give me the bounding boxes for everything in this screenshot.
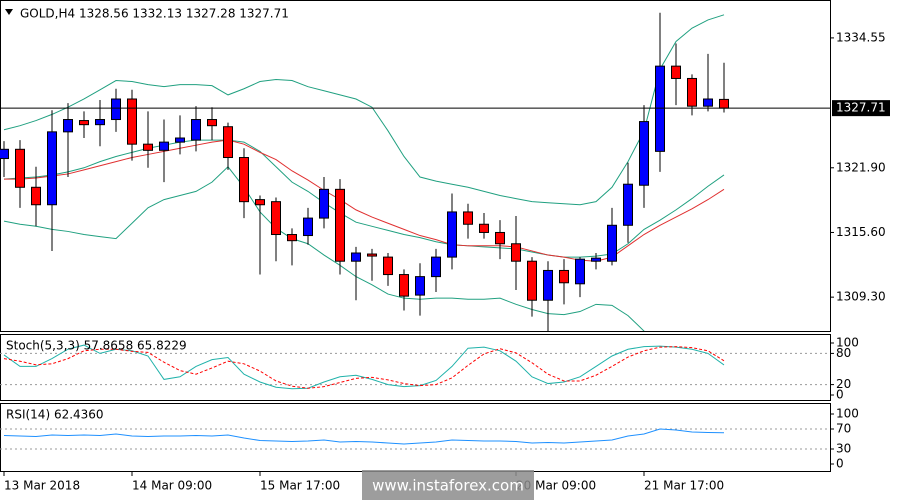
y-tick-label: 100 <box>836 407 859 421</box>
candle-body <box>719 98 729 109</box>
candle-body <box>607 224 617 262</box>
candle-body <box>703 98 713 107</box>
candle-body <box>111 98 121 121</box>
candle-body <box>495 231 505 245</box>
rsi-title: RSI(14) 62.4360 <box>6 408 104 422</box>
candle-body <box>527 260 537 301</box>
x-tick-label: 20 Mar 09:00 <box>516 479 596 493</box>
stoch-pane <box>0 334 831 401</box>
candle-body <box>623 183 633 226</box>
indicator-line <box>3 428 725 445</box>
candle-body <box>271 201 281 236</box>
candle-body <box>591 257 601 262</box>
y-tick-label: 0 <box>836 457 844 471</box>
y-tick-label: 70 <box>836 422 851 436</box>
y-tick-label: 20 <box>836 377 851 391</box>
price-label: 1327.71 <box>836 101 886 115</box>
candle-body <box>367 253 377 257</box>
candle-body <box>143 143 153 151</box>
candle-body <box>335 188 345 262</box>
chart-title: GOLD,H4 1328.56 1332.13 1327.28 1327.71 <box>20 7 289 21</box>
y-tick-label: 1309.30 <box>836 290 886 304</box>
candle-body <box>447 211 457 258</box>
candle-body <box>671 65 681 79</box>
candle-body <box>399 274 409 297</box>
y-tick-label: 1321.90 <box>836 160 886 174</box>
candle-body <box>207 119 217 127</box>
watermark: www.instaforex.com <box>372 477 524 495</box>
indicator-line <box>3 139 725 258</box>
candle-body <box>159 141 169 151</box>
candle-body <box>415 276 425 296</box>
candle-body <box>431 256 441 278</box>
y-tick-label: 1334.55 <box>836 30 886 44</box>
candle-body <box>239 157 249 203</box>
candle-body <box>575 258 585 285</box>
candle-body <box>287 234 297 242</box>
indicator-line <box>3 14 725 206</box>
x-tick-label: 14 Mar 09:00 <box>132 479 212 493</box>
candle-body <box>31 186 41 206</box>
x-tick-label: 21 Mar 17:00 <box>644 479 724 493</box>
candle-body <box>303 217 313 237</box>
candle-body <box>383 256 393 276</box>
candle-body <box>687 77 697 107</box>
candle-body <box>47 131 57 206</box>
candle-body <box>191 119 201 141</box>
candle-body <box>223 126 233 159</box>
candle-body <box>127 98 137 145</box>
candle-body <box>639 121 649 186</box>
candle-body <box>63 119 73 133</box>
y-tick-label: 0 <box>836 388 844 402</box>
indicator-line <box>3 344 725 390</box>
menu-triangle[interactable] <box>5 9 13 15</box>
candle-body <box>0 148 9 160</box>
price-label-box <box>832 100 890 117</box>
candle-body <box>319 188 329 219</box>
candle-body <box>351 252 361 262</box>
candle-body <box>95 119 105 126</box>
x-tick-label: 15 Mar 17:00 <box>260 479 340 493</box>
candle-body <box>479 223 489 233</box>
candle-body <box>79 120 89 126</box>
candle-body <box>559 269 569 284</box>
candle-body <box>15 148 25 188</box>
candle-body <box>255 199 265 206</box>
indicator-line <box>3 166 645 331</box>
axes: 1327.711334.551321.901315.601309.3002080… <box>3 30 890 493</box>
candle-body <box>511 243 521 262</box>
rsi-plot <box>0 428 830 450</box>
x-tick-label: 13 Mar 2018 <box>4 479 80 493</box>
y-tick-label: 100 <box>836 336 859 350</box>
stoch-title: Stoch(5,3,3) 57.8658 65.8229 <box>6 339 187 353</box>
y-tick-label: 30 <box>836 442 851 456</box>
indicator-line <box>4 139 725 262</box>
main-pane <box>0 0 831 332</box>
candle-body <box>543 269 553 301</box>
candle-body <box>655 65 665 152</box>
stoch-plot <box>0 344 830 390</box>
watermark-box <box>362 470 534 500</box>
y-tick-label: 1315.60 <box>836 225 886 239</box>
main-plot <box>0 12 830 331</box>
candle-body <box>463 211 473 225</box>
y-tick-label: 80 <box>836 346 851 360</box>
candle-body <box>175 137 185 143</box>
